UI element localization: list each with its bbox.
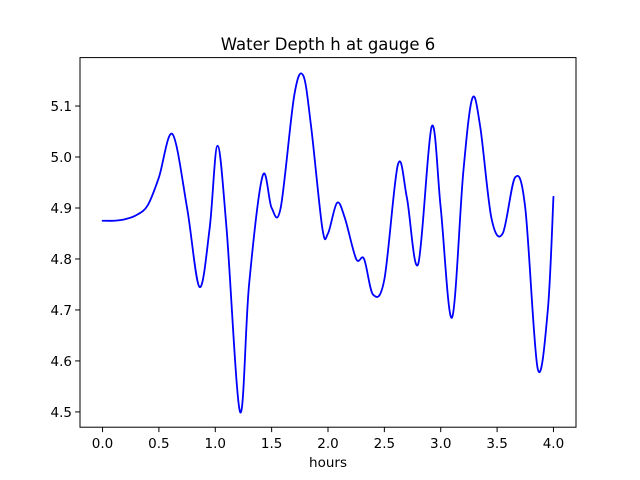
series-line-0: [101, 72, 555, 414]
x-tick-label: 4.0: [543, 436, 564, 452]
y-tick-label: 4.7: [51, 303, 72, 319]
x-tick-label: 3.0: [430, 436, 451, 452]
x-tick-label: 1.0: [205, 436, 226, 452]
x-tick-label: 2.0: [317, 436, 338, 452]
y-tick-label: 5.1: [51, 99, 72, 115]
x-tick-label: 2.5: [374, 436, 395, 452]
chart-title: Water Depth h at gauge 6: [221, 35, 435, 54]
y-tick-label: 4.6: [51, 354, 72, 370]
y-tick-label: 5.0: [51, 150, 72, 166]
x-axis: 0.0 0.5 1.0 1.5 2.0 2.5 3.0 3.5 4.0: [92, 427, 564, 452]
y-tick-label: 4.8: [51, 252, 72, 268]
x-tick-label: 1.5: [261, 436, 282, 452]
x-tick-label: 0.5: [148, 436, 169, 452]
x-axis-label: hours: [309, 455, 347, 471]
y-tick-label: 4.5: [51, 405, 72, 421]
x-tick-label: 3.5: [486, 436, 507, 452]
y-axis: 4.5 4.6 4.7 4.8 4.9 5.0 5.1: [51, 99, 80, 421]
series-layer: [101, 72, 555, 414]
y-tick-label: 4.9: [51, 201, 72, 217]
x-tick-label: 0.0: [92, 436, 113, 452]
